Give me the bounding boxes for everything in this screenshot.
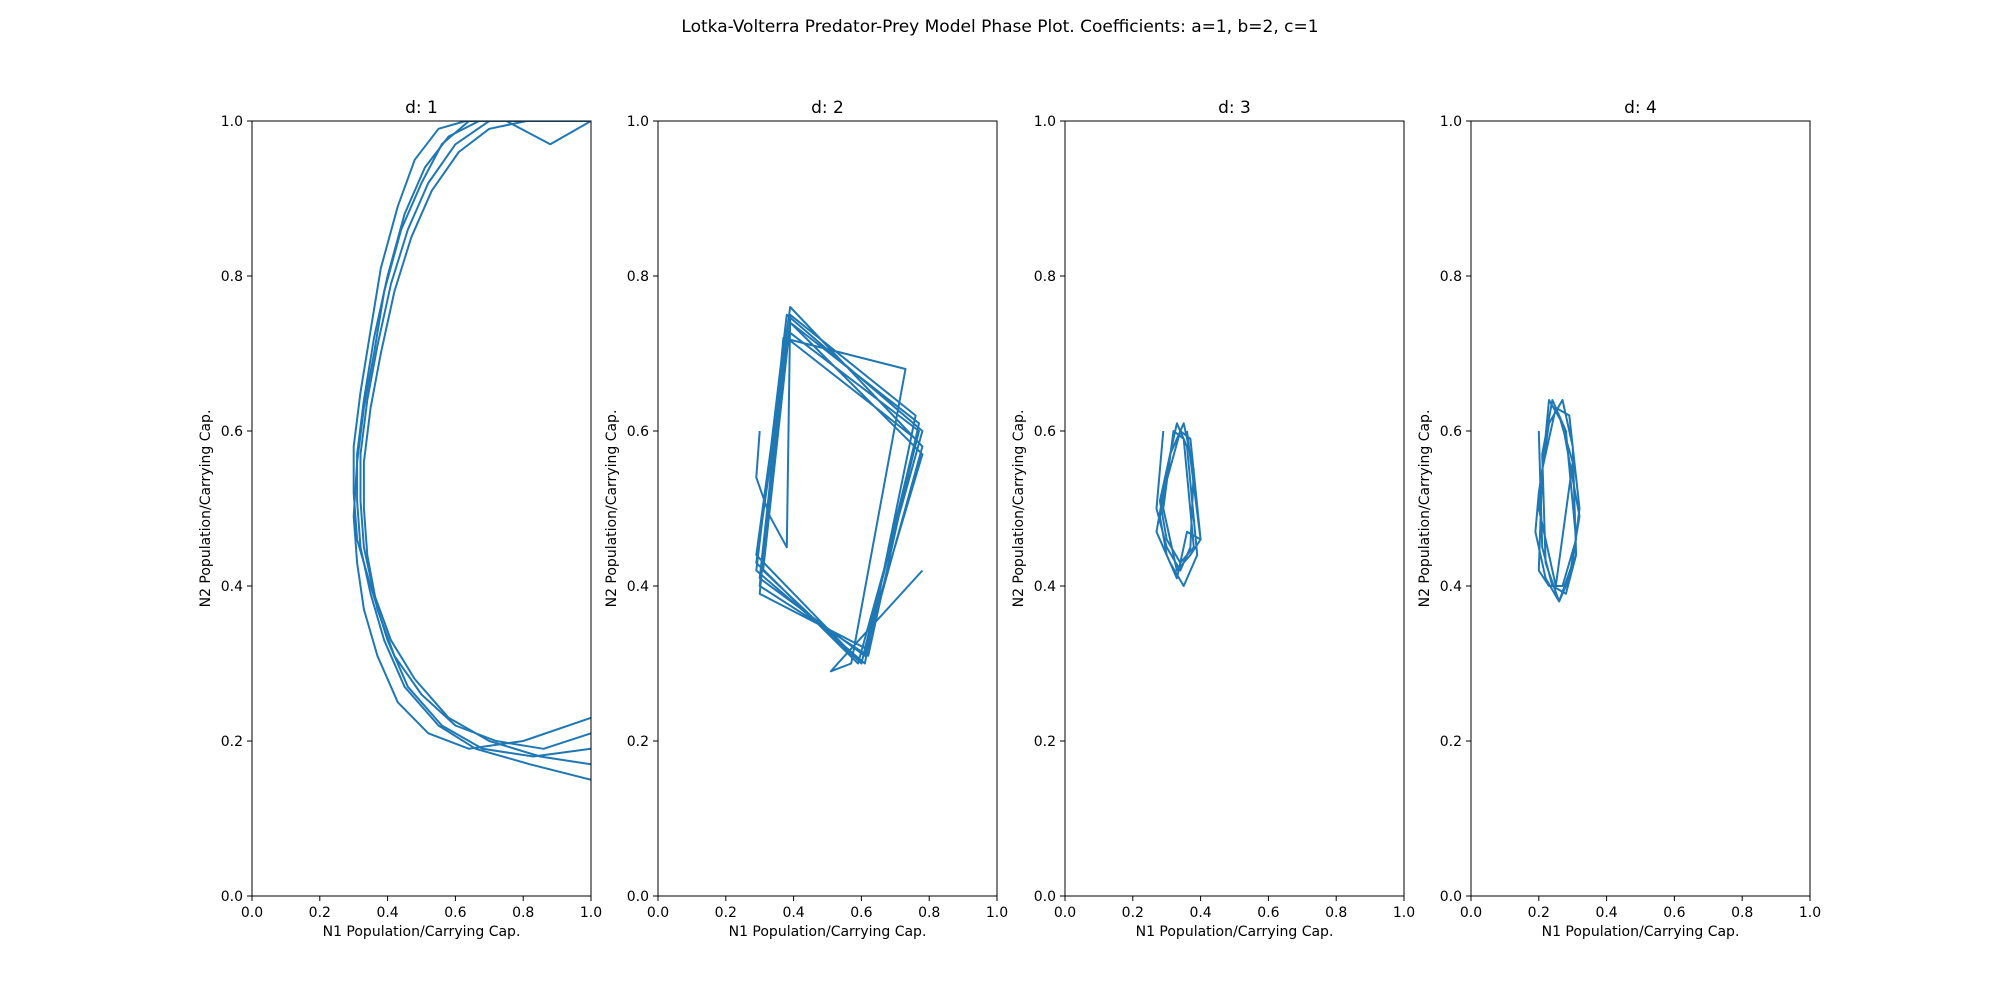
y-tick-label: 0.0 bbox=[1440, 889, 1462, 905]
y-tick-label: 0.0 bbox=[221, 889, 243, 905]
x-tick-label: 0.0 bbox=[1460, 905, 1482, 921]
x-tick-label: 0.8 bbox=[1731, 905, 1753, 921]
x-tick-label: 0.0 bbox=[647, 905, 669, 921]
y-axis-label: N2 Population/Carrying Cap. bbox=[198, 410, 214, 608]
x-tick-label: 0.0 bbox=[241, 905, 263, 921]
series-line-1-2 bbox=[359, 121, 591, 766]
x-tick-label: 0.8 bbox=[918, 905, 940, 921]
y-axis-label: N2 Population/Carrying Cap. bbox=[1011, 410, 1027, 608]
x-tick-label: 1.0 bbox=[580, 905, 602, 921]
x-tick-label: 0.4 bbox=[376, 905, 398, 921]
panel-title: d: 3 bbox=[1218, 98, 1251, 118]
y-axis-label: N2 Population/Carrying Cap. bbox=[604, 410, 620, 608]
x-tick-label: 0.2 bbox=[1122, 905, 1144, 921]
y-tick-label: 1.0 bbox=[221, 114, 243, 130]
panel-title: d: 1 bbox=[405, 98, 438, 118]
x-axis-label: N1 Population/Carrying Cap. bbox=[1542, 924, 1740, 940]
axes-frame bbox=[1470, 120, 1811, 897]
y-tick-label: 0.6 bbox=[1440, 424, 1462, 440]
panel-4: 0.0 0.2 0.4 0.6 0.8 1.0 0.0 0.2 0.4 0.6 0.8 1.0 d: 4… bbox=[1417, 98, 1821, 940]
y-tick-label: 0.2 bbox=[1440, 734, 1462, 750]
x-tick-label: 0.6 bbox=[1257, 905, 1279, 921]
x-tick-label: 1.0 bbox=[1799, 905, 1821, 921]
y-tick-label: 0.4 bbox=[627, 579, 649, 595]
series-line-1-3 bbox=[352, 121, 591, 758]
series-line-1-4 bbox=[362, 121, 591, 750]
y-tick-label: 0.2 bbox=[221, 734, 243, 750]
y-tick-label: 0.8 bbox=[1034, 269, 1056, 285]
axes-frame bbox=[1064, 120, 1405, 897]
y-axis-label: N2 Population/Carrying Cap. bbox=[1417, 410, 1433, 608]
y-tick-label: 0.4 bbox=[1034, 579, 1056, 595]
y-tick-label: 0.8 bbox=[1440, 269, 1462, 285]
y-tick-label: 0.8 bbox=[221, 269, 243, 285]
panel-3: 0.0 0.2 0.4 0.6 0.8 1.0 0.0 0.2 0.4 0.6 0.8 1.0 d: 3… bbox=[1011, 98, 1415, 940]
series-line-3-1 bbox=[1155, 422, 1202, 587]
x-tick-label: 0.6 bbox=[1663, 905, 1685, 921]
y-tick-label: 1.0 bbox=[1440, 114, 1462, 130]
figure-title: Lotka-Volterra Predator-Prey Model Phase… bbox=[681, 17, 1318, 37]
x-tick-label: 0.6 bbox=[850, 905, 872, 921]
y-tick-label: 0.0 bbox=[1034, 889, 1056, 905]
x-tick-label: 0.4 bbox=[1189, 905, 1211, 921]
y-tick-label: 0.4 bbox=[221, 579, 243, 595]
panel-title: d: 2 bbox=[811, 98, 844, 118]
x-axis-label: N1 Population/Carrying Cap. bbox=[729, 924, 927, 940]
x-tick-label: 0.6 bbox=[444, 905, 466, 921]
axes-frame bbox=[657, 120, 998, 897]
x-tick-label: 0.4 bbox=[782, 905, 804, 921]
y-tick-label: 0.6 bbox=[627, 424, 649, 440]
x-tick-label: 0.8 bbox=[1325, 905, 1347, 921]
y-tick-label: 0.2 bbox=[627, 734, 649, 750]
axes-frame bbox=[251, 120, 592, 897]
y-tick-label: 0.2 bbox=[1034, 734, 1056, 750]
x-tick-label: 0.4 bbox=[1595, 905, 1617, 921]
series-line-2-1 bbox=[755, 306, 924, 673]
x-tick-label: 0.2 bbox=[715, 905, 737, 921]
x-tick-label: 0.2 bbox=[1528, 905, 1550, 921]
y-tick-label: 1.0 bbox=[627, 114, 649, 130]
x-tick-label: 1.0 bbox=[1393, 905, 1415, 921]
x-tick-label: 1.0 bbox=[986, 905, 1008, 921]
y-tick-label: 0.0 bbox=[627, 889, 649, 905]
y-tick-label: 1.0 bbox=[1034, 114, 1056, 130]
y-tick-label: 0.6 bbox=[1034, 424, 1056, 440]
y-tick-label: 0.8 bbox=[627, 269, 649, 285]
y-tick-label: 0.6 bbox=[221, 424, 243, 440]
series-line-4-1 bbox=[1534, 399, 1581, 603]
x-tick-label: 0.2 bbox=[309, 905, 331, 921]
panel-1: 0.0 0.2 0.4 0.6 0.8 1.0 0.0 0.2 0.4 0.6 0.8 1.0 d: 1… bbox=[198, 98, 602, 940]
x-axis-label: N1 Population/Carrying Cap. bbox=[1136, 924, 1334, 940]
y-tick-label: 0.4 bbox=[1440, 579, 1462, 595]
panel-2: 0.0 0.2 0.4 0.6 0.8 1.0 0.0 0.2 0.4 0.6 0.8 1.0 d: 2… bbox=[604, 98, 1008, 940]
panels: 0.0 0.2 0.4 0.6 0.8 1.0 0.0 0.2 0.4 0.6 0.8 1.0 d: 1… bbox=[198, 98, 1821, 940]
x-tick-label: 0.0 bbox=[1054, 905, 1076, 921]
series-line-1-5 bbox=[352, 121, 591, 750]
panel-title: d: 4 bbox=[1624, 98, 1657, 118]
x-tick-label: 0.8 bbox=[512, 905, 534, 921]
x-axis-label: N1 Population/Carrying Cap. bbox=[323, 924, 521, 940]
